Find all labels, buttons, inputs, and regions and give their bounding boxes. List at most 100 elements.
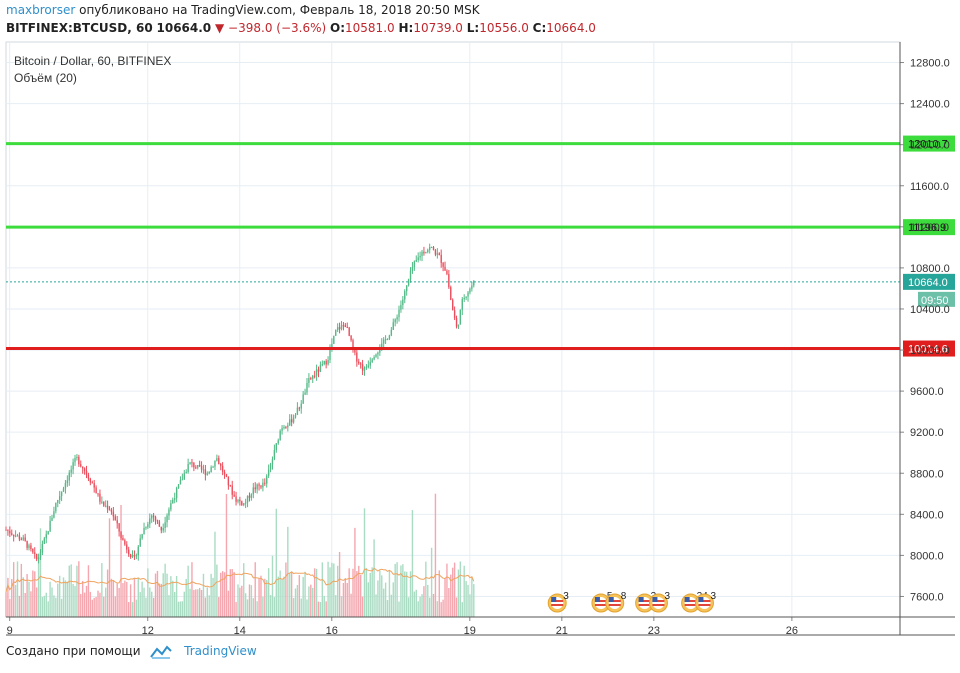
candle-up (463, 297, 465, 300)
volume-bar (149, 587, 151, 617)
volume-bar (212, 577, 214, 617)
volume-bar (331, 562, 333, 617)
volume-bar (204, 597, 207, 617)
volume-indicator-label: Объём (20) (14, 71, 77, 85)
volume-bar (440, 602, 442, 617)
candle-up (271, 459, 274, 465)
candle-down (116, 520, 118, 524)
volume-bar (87, 565, 90, 617)
volume-bar (114, 596, 116, 617)
candle-down (235, 496, 237, 502)
volume-bar (185, 578, 187, 617)
volume-bar (151, 591, 153, 617)
price-tick-label: 12400.0 (910, 99, 950, 111)
candle-up (168, 509, 170, 516)
volume-bar (221, 571, 224, 617)
candle-down (99, 493, 101, 502)
volume-bar (313, 568, 316, 617)
symbol-info: BITFINEX:BTCUSD, 60 10664.0 ▼ −398.0 (−3… (6, 21, 596, 35)
price-tick-label: 10800.0 (910, 263, 950, 275)
candle-up (312, 375, 314, 379)
candle-down (87, 474, 90, 479)
tradingview-link[interactable]: TradingView (184, 644, 257, 658)
candle-up (210, 467, 212, 473)
horizontal-lines[interactable]: 12010.7 11196.9 10014.6 10664.0 09:50 (6, 135, 955, 357)
volume-bar (352, 568, 354, 617)
candle-down (344, 325, 347, 328)
volume-bar (407, 597, 410, 617)
volume-bar (398, 601, 400, 617)
candle-up (459, 309, 462, 325)
support-price-tag (903, 340, 955, 357)
candle-down (83, 468, 86, 471)
candle-up (22, 537, 24, 540)
volume-bar (141, 581, 143, 617)
candle-up (16, 535, 19, 537)
volume-bar (177, 601, 180, 617)
candle-up (430, 247, 433, 249)
candle-up (145, 527, 147, 529)
volume-bar (26, 574, 28, 617)
volume-bar (95, 596, 97, 617)
candle-down (30, 545, 32, 549)
candle-up (181, 479, 184, 481)
candle-down (453, 310, 456, 319)
volume-bar (34, 571, 36, 617)
candle-down (122, 537, 124, 541)
volume-bar (258, 578, 260, 617)
candle-down (352, 340, 354, 349)
volume-bar (325, 601, 327, 617)
volume-bar (350, 593, 352, 617)
candle-down (338, 327, 341, 330)
candle-up (53, 511, 55, 518)
volume-bar (342, 582, 345, 617)
volume-bar (279, 570, 281, 617)
volume-bar (162, 573, 164, 617)
candle-down (195, 467, 197, 469)
candle-up (179, 480, 182, 485)
volume-bar (267, 568, 270, 617)
volume-bar (145, 597, 147, 617)
candle-up (421, 251, 423, 256)
candle-up (37, 557, 40, 560)
candle-up (300, 403, 302, 409)
volume-bar (333, 563, 335, 617)
candle-up (62, 488, 65, 492)
candle-up (149, 518, 151, 525)
volume-bar (356, 571, 358, 617)
candle-up (187, 464, 189, 472)
flag-stripe (698, 600, 711, 602)
volume-bar (106, 569, 109, 617)
volume-bar (51, 587, 53, 617)
author-link[interactable]: maxbrorser (6, 3, 76, 17)
time-tick-label: 14 (234, 625, 246, 637)
volume-bar (392, 582, 394, 617)
candle-up (329, 349, 331, 361)
time-tick-label: 26 (786, 625, 798, 637)
volume-bar (436, 601, 439, 617)
close-label: C: (532, 21, 547, 35)
flag-canton (652, 597, 658, 602)
candle-up (281, 428, 283, 431)
candle-down (448, 274, 450, 288)
volume-bar (329, 567, 331, 617)
flag-stripe (652, 604, 665, 606)
volume-bar (83, 592, 86, 617)
volume-bar (281, 579, 283, 617)
candle-up (392, 322, 394, 330)
volume-bar (415, 589, 417, 617)
volume-bar (340, 596, 343, 617)
candle-down (156, 520, 159, 522)
volume-bar (231, 569, 233, 617)
candle-up (331, 343, 333, 350)
candle-up (212, 466, 214, 468)
candle-down (35, 553, 38, 560)
candle-up (382, 339, 385, 344)
candle-down (9, 530, 11, 534)
support-price-label: 10014.6 (908, 344, 948, 356)
volume-bar (450, 574, 452, 617)
economic-events[interactable]: 35833243 (547, 591, 716, 613)
volume-bar (137, 577, 139, 617)
candle-down (218, 458, 220, 465)
